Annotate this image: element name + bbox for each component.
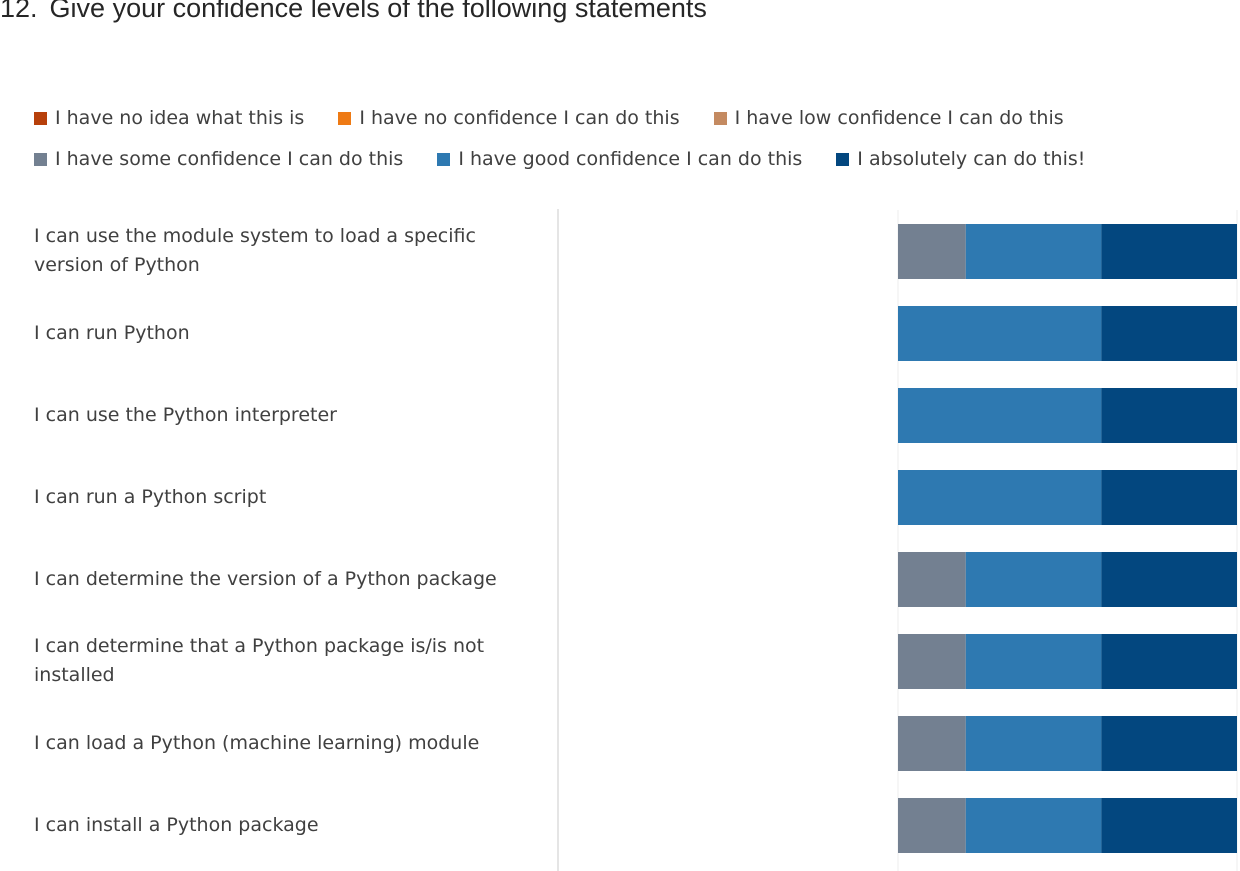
bar-segment-i-absolutely-can-do-this[interactable] — [1101, 470, 1237, 525]
bar-segment-i-absolutely-can-do-this[interactable] — [1101, 306, 1237, 361]
question-text: Give your confidence levels of the follo… — [49, 0, 707, 23]
category-label: I can load a Python (machine learning) m… — [34, 731, 480, 754]
bar-segment-i-absolutely-can-do-this[interactable] — [1101, 224, 1237, 279]
legend-label: I have some confidence I can do this — [55, 148, 404, 170]
bar-segment-i-have-some-confidence-i-can-do-this[interactable] — [898, 634, 966, 689]
legend-label: I have no idea what this is — [55, 107, 305, 129]
legend-swatch — [713, 111, 727, 125]
bar-segment-i-absolutely-can-do-this[interactable] — [1101, 552, 1237, 607]
category-label: I can determine that a Python package is… — [34, 635, 485, 686]
legend-item-i-have-some-confidence-i-can-do-this[interactable]: I have some confidence I can do this — [34, 148, 403, 170]
legend-swatch — [34, 111, 47, 125]
bar-segment-i-absolutely-can-do-this[interactable] — [1101, 634, 1237, 689]
bar-segment-i-have-good-confidence-i-can-do-this[interactable] — [965, 634, 1102, 689]
bar-segment-i-have-good-confidence-i-can-do-this[interactable] — [965, 716, 1102, 771]
bar-segment-i-absolutely-can-do-this[interactable] — [1101, 716, 1237, 771]
bar-segment-i-absolutely-can-do-this[interactable] — [1101, 798, 1237, 853]
legend-swatch — [338, 111, 352, 125]
bar-segment-i-have-good-confidence-i-can-do-this[interactable] — [898, 388, 1102, 443]
category-label: I can determine the version of a Python … — [34, 567, 497, 590]
bar-segment-i-have-good-confidence-i-can-do-this[interactable] — [898, 470, 1102, 525]
legend-swatch — [836, 152, 850, 166]
bar-segment-i-have-some-confidence-i-can-do-this[interactable] — [898, 716, 966, 771]
legend-item-i-have-low-confidence-i-can-do-this[interactable]: I have low confidence I can do this — [713, 107, 1064, 129]
legend-label: I have low confidence I can do this — [734, 107, 1064, 129]
bar-segment-i-have-good-confidence-i-can-do-this[interactable] — [898, 306, 1102, 361]
legend-label: I have good confidence I can do this — [458, 148, 803, 170]
category-label: I can use the module system to load a sp… — [34, 225, 476, 276]
legend-item-i-have-good-confidence-i-can-do-this[interactable]: I have good confidence I can do this — [437, 148, 802, 170]
chart-legend: I have no idea what this is I have no con… — [34, 107, 1224, 170]
bar-segment-i-have-good-confidence-i-can-do-this[interactable] — [965, 224, 1102, 279]
question-number: 12. — [0, 0, 38, 23]
bar-segment-i-have-some-confidence-i-can-do-this[interactable] — [898, 798, 966, 853]
legend-item-i-have-no-confidence-i-can-do-this[interactable]: I have no confidence I can do this — [338, 107, 680, 129]
bar-segment-i-absolutely-can-do-this[interactable] — [1101, 388, 1237, 443]
chart-divider — [557, 209, 559, 871]
legend-swatch — [34, 152, 47, 166]
category-label: I can use the Python interpreter — [34, 403, 337, 426]
category-label: I can run Python — [34, 321, 190, 344]
category-label: I can install a Python package — [34, 813, 319, 836]
bar-segment-i-have-some-confidence-i-can-do-this[interactable] — [898, 552, 966, 607]
legend-swatch — [437, 152, 451, 166]
legend-item-i-absolutely-can-do-this[interactable]: I absolutely can do this! — [836, 148, 1085, 170]
bar-segment-i-have-good-confidence-i-can-do-this[interactable] — [965, 552, 1102, 607]
legend-item-i-have-no-idea-what-this-is[interactable]: I have no idea what this is — [34, 107, 304, 129]
question-title: 12. Give your confidence levels of the fo… — [0, 0, 707, 24]
bar-segment-i-have-some-confidence-i-can-do-this[interactable] — [898, 224, 966, 279]
legend-label: I absolutely can do this! — [857, 148, 1086, 170]
category-label: I can run a Python script — [34, 485, 267, 508]
bar-segment-i-have-good-confidence-i-can-do-this[interactable] — [965, 798, 1102, 853]
legend-label: I have no confidence I can do this — [359, 107, 680, 129]
